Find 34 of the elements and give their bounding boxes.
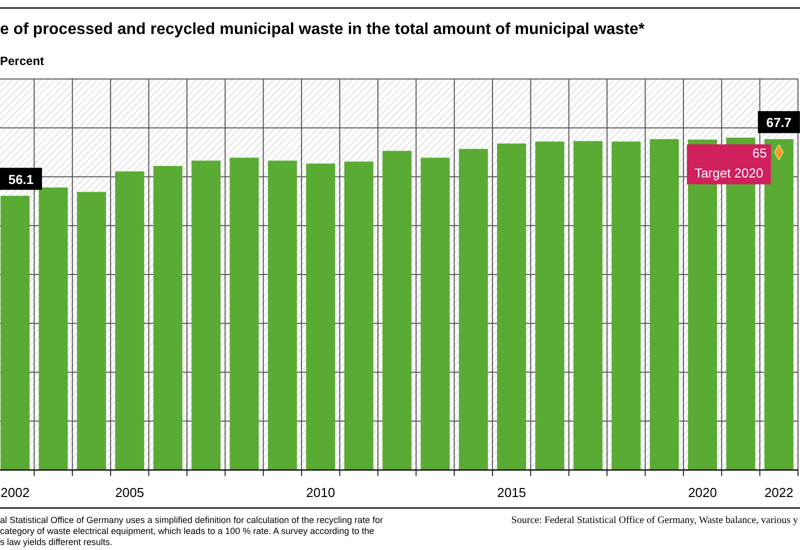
x-tick-label: 2020 — [688, 485, 717, 500]
bar — [420, 158, 450, 470]
text: al Statistical Office of Germany uses a simplified definition for calculation of the recycling rate for — [0, 515, 384, 525]
bar — [344, 162, 374, 470]
data-label: 67.7 — [766, 115, 792, 130]
data-label: 65 — [752, 145, 767, 160]
bar — [268, 160, 297, 470]
bar — [573, 141, 602, 470]
bar — [612, 142, 641, 470]
bar — [306, 164, 336, 470]
x-tick-label: 2022 — [764, 485, 794, 500]
x-tick-label: 2005 — [115, 485, 144, 500]
text: s law yields different results. — [0, 537, 112, 547]
series-label: Target 2020 — [694, 165, 764, 180]
x-tick-label: 2010 — [306, 485, 336, 500]
bar — [115, 171, 144, 470]
x-tick-label: 2015 — [497, 485, 526, 500]
bar — [650, 139, 679, 470]
bar — [458, 148, 488, 470]
bar — [153, 166, 182, 470]
source-note: Source: Federal Statistical Office of Germany, Waste balance, various y — [511, 515, 798, 526]
bar — [382, 150, 412, 470]
chart-title: e of processed and recycled municipal waste in the total amount of municipal waste* — [0, 21, 646, 38]
bar — [230, 158, 259, 470]
x-tick-label: 2002 — [0, 485, 30, 500]
y-axis-title: Percent — [0, 54, 44, 68]
bar — [535, 142, 564, 470]
data-label: 56.1 — [8, 172, 34, 187]
bar — [192, 160, 221, 470]
text: category of waste electrical equipment, which leads to a 100 % rate. A survey according to the — [0, 526, 374, 536]
bar — [497, 144, 526, 470]
bar — [76, 192, 106, 470]
bar — [38, 188, 68, 470]
bar — [0, 196, 30, 470]
